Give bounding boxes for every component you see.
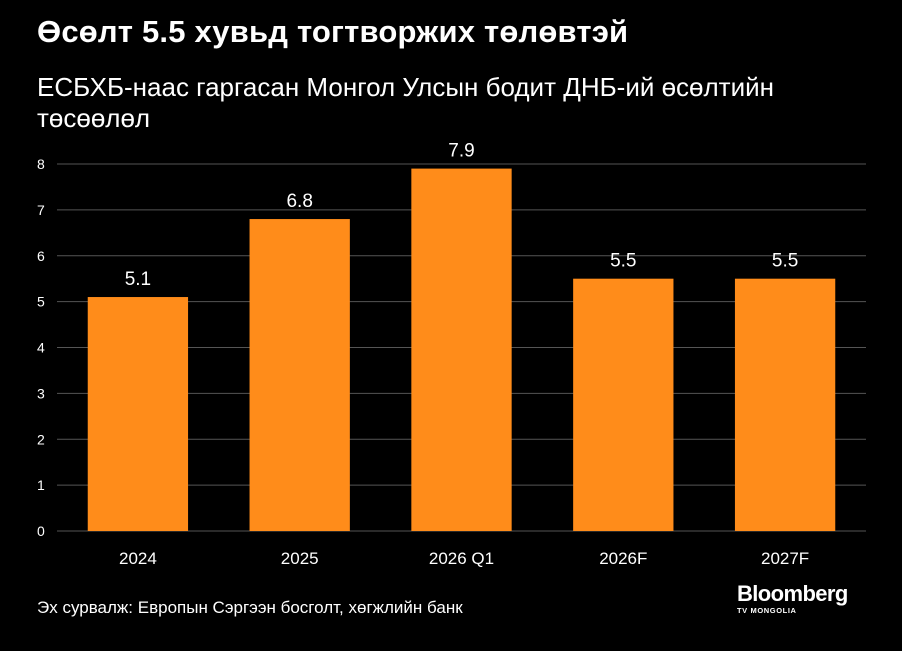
- source-note: Эх сурвалж: Европын Сэргээн босголт, хөг…: [37, 598, 463, 617]
- value-label: 5.1: [125, 269, 151, 290]
- chart-title: Өсөлт 5.5 хувьд тогтворжих төлөвтэй: [37, 14, 629, 49]
- y-tick-label: 1: [37, 477, 45, 493]
- value-label: 5.5: [610, 251, 636, 272]
- bar-2024: [87, 297, 189, 531]
- bar-2026f: [573, 278, 674, 531]
- x-tick-label: 2024: [119, 549, 157, 568]
- bar-2025: [249, 219, 350, 532]
- x-axis-ticks: 2024 2025 2026 Q1 2026F 2027F: [119, 549, 809, 568]
- y-tick-label: 5: [37, 294, 45, 310]
- bar-2026-q1: [411, 168, 512, 531]
- y-axis-ticks: 0 1 2 3 4 5 6 7 8: [37, 156, 45, 539]
- y-tick-label: 6: [37, 248, 45, 264]
- value-label: 7.9: [448, 141, 474, 162]
- chart-subtitle: ЕСБХБ-наас гаргасан Монгол Улсын бодит Д…: [37, 72, 774, 133]
- x-tick-label: 2025: [281, 549, 319, 568]
- y-tick-label: 3: [37, 385, 45, 401]
- y-tick-label: 0: [37, 523, 45, 539]
- bar-2027f: [734, 278, 836, 531]
- brand-subtitle: TV MONGOLIA: [737, 606, 797, 615]
- bars: [87, 168, 836, 532]
- y-tick-label: 2: [37, 431, 45, 447]
- value-label: 6.8: [286, 191, 312, 212]
- x-tick-label: 2026 Q1: [429, 549, 494, 568]
- y-tick-label: 4: [37, 340, 45, 356]
- value-label: 5.5: [772, 251, 798, 272]
- y-tick-label: 8: [37, 156, 45, 172]
- x-tick-label: 2026F: [599, 549, 647, 568]
- x-tick-label: 2027F: [761, 549, 809, 568]
- value-labels: 5.1 6.8 7.9 5.5 5.5: [125, 141, 799, 290]
- brand-logo: Bloomberg TV MONGOLIA: [737, 581, 867, 616]
- brand-name: Bloomberg: [737, 581, 848, 606]
- y-tick-label: 7: [37, 202, 45, 218]
